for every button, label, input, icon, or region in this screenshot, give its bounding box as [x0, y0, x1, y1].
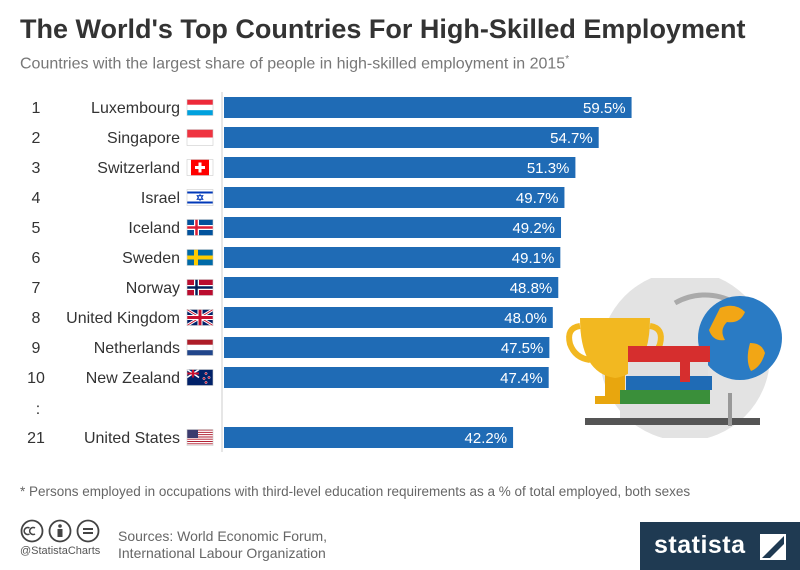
- value-label: 48.8%: [510, 280, 553, 297]
- value-label: 49.7%: [516, 190, 559, 207]
- twitter-handle: @StatistaCharts: [20, 545, 101, 557]
- bar-row-us: 21 United States 42.2%: [27, 427, 514, 448]
- rank-label: 5: [32, 220, 41, 237]
- category-label: New Zealand: [86, 370, 180, 387]
- bar: [224, 247, 561, 268]
- flag-is-icon: [186, 219, 214, 236]
- value-label: 47.4%: [500, 370, 543, 387]
- bar: [224, 307, 553, 328]
- nd-icon: [76, 519, 100, 543]
- bar: [224, 127, 599, 148]
- flag-se-icon: [186, 249, 214, 266]
- footnote: * Persons employed in occupations with t…: [20, 484, 691, 499]
- rank-label: 3: [32, 160, 41, 177]
- bar: [224, 157, 576, 178]
- bar-chart: 1 Luxembourg 59.5% 2 Singapore 54.7% 3 Switzerl…: [27, 92, 632, 452]
- bar-row-ch: 3 Switzerland 51.3%: [32, 157, 576, 178]
- cc-icon: [20, 519, 44, 543]
- category-label: Switzerland: [97, 160, 180, 177]
- rank-label: 7: [32, 280, 41, 297]
- bar: [224, 97, 632, 118]
- bar-row-is: 5 Iceland 49.2%: [32, 217, 562, 238]
- value-label: 42.2%: [465, 430, 508, 447]
- category-label: United States: [84, 430, 180, 447]
- category-label: Israel: [141, 190, 180, 207]
- flag-nl-icon: [186, 339, 214, 356]
- value-label: 47.5%: [501, 340, 544, 357]
- subtitle-footnote-mark: *: [565, 54, 570, 65]
- bar-row-gb: 8 United Kingdom 48.0%: [32, 307, 553, 328]
- bar: [224, 277, 559, 298]
- category-label: Singapore: [107, 130, 180, 147]
- flag-us-icon: [186, 429, 214, 446]
- category-label: Iceland: [128, 220, 180, 237]
- flag-sg-icon: [186, 129, 214, 146]
- bar-row-se: 6 Sweden 49.1%: [32, 247, 561, 268]
- rank-label: 4: [32, 190, 41, 207]
- bar-row-no: 7 Norway 48.8%: [32, 277, 559, 298]
- flag-lu-icon: [186, 99, 214, 116]
- statista-logo-icon: [760, 534, 786, 560]
- bar: [224, 337, 550, 358]
- bar-row-il: 4 Israel 49.7%: [32, 187, 565, 208]
- trophy-books-globe-illustration: [566, 278, 782, 438]
- value-label: 49.1%: [512, 250, 555, 267]
- sources-line-2: International Labour Organization: [118, 545, 326, 561]
- rank-label: 21: [27, 430, 45, 447]
- value-label: 49.2%: [512, 220, 555, 237]
- chart-subtitle: Countries with the largest share of peop…: [20, 54, 569, 73]
- bar: [224, 427, 514, 448]
- category-label: Sweden: [122, 250, 180, 267]
- statista-logo-text: statista: [654, 531, 746, 559]
- rank-label: 8: [32, 310, 41, 327]
- subtitle-text: Countries with the largest share of peop…: [20, 55, 566, 73]
- flag-ch-icon: [186, 159, 214, 176]
- flag-no-icon: [186, 279, 214, 296]
- category-label: Norway: [126, 280, 180, 297]
- value-label: 54.7%: [550, 130, 593, 147]
- value-label: 48.0%: [504, 310, 547, 327]
- by-icon: [48, 519, 72, 543]
- flag-gb-icon: [186, 308, 214, 327]
- bar: [224, 187, 565, 208]
- statista-brand[interactable]: statista: [640, 522, 800, 570]
- bar-row-nl: 9 Netherlands 47.5%: [32, 337, 550, 358]
- rank-label: 10: [27, 370, 45, 387]
- license-icons: [20, 519, 100, 543]
- chart-rows: 1 Luxembourg 59.5% 2 Singapore 54.7% 3 Switzerl…: [27, 97, 632, 448]
- bar: [224, 217, 562, 238]
- bar-row-nz: 10 New Zealand 47.4%: [27, 367, 549, 388]
- rank-gap-marker: :: [36, 401, 40, 418]
- bar-row-lu: 1 Luxembourg 59.5%: [32, 97, 632, 118]
- rank-label: 1: [32, 100, 41, 117]
- sources-line-1: Sources: World Economic Forum,: [118, 528, 328, 544]
- bar-row-sg: 2 Singapore 54.7%: [32, 127, 599, 148]
- sources: Sources: World Economic Forum, Internati…: [118, 528, 327, 562]
- rank-label: 9: [32, 340, 41, 357]
- flag-nz-icon: [186, 368, 214, 386]
- category-label: Netherlands: [94, 340, 180, 357]
- value-label: 51.3%: [527, 160, 570, 177]
- chart-title: The World's Top Countries For High-Skill…: [20, 14, 746, 44]
- rank-label: 6: [32, 250, 41, 267]
- rank-label: 2: [32, 130, 41, 147]
- flag-il-icon: [186, 189, 214, 206]
- category-label: Luxembourg: [91, 100, 180, 117]
- value-label: 59.5%: [583, 100, 626, 117]
- category-label: United Kingdom: [66, 310, 180, 327]
- bar: [224, 367, 549, 388]
